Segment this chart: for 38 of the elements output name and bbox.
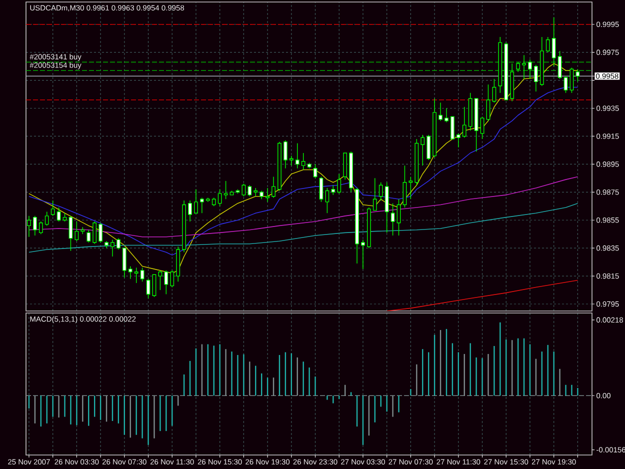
candlestick [176,246,180,282]
candlestick [110,239,114,257]
candlestick [188,200,192,222]
candlestick [444,108,448,123]
candlestick [432,98,436,158]
candlestick [260,190,264,200]
candlestick [361,239,365,270]
candlestick [349,151,353,192]
candlestick [289,155,294,166]
candlestick [283,140,288,169]
candlestick [27,216,31,238]
candlestick [355,188,359,264]
candlestick [534,64,538,92]
candlestick [98,222,102,243]
candlestick [390,202,395,236]
candlestick [272,176,276,198]
candlestick [366,207,371,248]
candlestick [510,63,514,102]
line-series [28,176,578,238]
line-series [386,280,578,311]
candlestick [182,200,186,253]
candlestick [278,141,282,192]
candlestick [540,36,544,86]
candlestick [426,134,431,160]
candlestick [438,102,442,122]
candlestick [528,58,532,80]
candlestick [38,221,43,234]
candlestick [266,188,270,202]
candlestick [456,133,460,148]
candlestick [200,197,204,214]
candlestick [116,238,120,250]
line-series [28,202,578,253]
candlestick [92,221,97,244]
candlestick [206,197,210,202]
candlestick [104,240,108,248]
candlestick [33,216,37,236]
candlestick [516,62,520,72]
candlestick [522,54,526,80]
